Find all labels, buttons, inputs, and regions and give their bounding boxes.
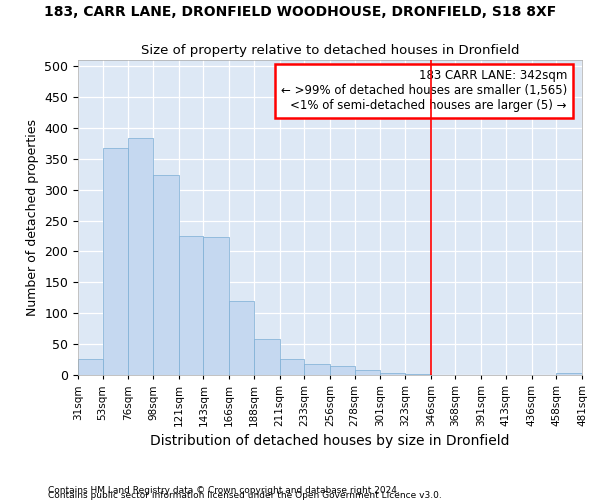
Bar bbox=[355, 370, 380, 375]
Y-axis label: Number of detached properties: Number of detached properties bbox=[26, 119, 39, 316]
X-axis label: Distribution of detached houses by size in Dronfield: Distribution of detached houses by size … bbox=[150, 434, 510, 448]
Bar bbox=[405, 374, 431, 375]
Bar bbox=[78, 359, 103, 375]
Bar bbox=[556, 373, 582, 375]
Bar bbox=[153, 175, 179, 375]
Text: 183, CARR LANE, DRONFIELD WOODHOUSE, DRONFIELD, S18 8XF: 183, CARR LANE, DRONFIELD WOODHOUSE, DRO… bbox=[44, 5, 556, 19]
Bar bbox=[103, 148, 128, 375]
Text: Contains public sector information licensed under the Open Government Licence v3: Contains public sector information licen… bbox=[48, 491, 442, 500]
Bar bbox=[380, 372, 405, 375]
Bar bbox=[280, 359, 304, 375]
Text: Contains HM Land Registry data © Crown copyright and database right 2024.: Contains HM Land Registry data © Crown c… bbox=[48, 486, 400, 495]
Bar bbox=[304, 364, 330, 375]
Bar bbox=[254, 338, 280, 375]
Bar bbox=[128, 138, 153, 375]
Bar bbox=[179, 236, 203, 375]
Text: 183 CARR LANE: 342sqm
← >99% of detached houses are smaller (1,565)
<1% of semi-: 183 CARR LANE: 342sqm ← >99% of detached… bbox=[281, 70, 567, 112]
Bar bbox=[330, 366, 355, 375]
Bar bbox=[203, 236, 229, 375]
Bar bbox=[229, 301, 254, 375]
Title: Size of property relative to detached houses in Dronfield: Size of property relative to detached ho… bbox=[141, 44, 519, 58]
